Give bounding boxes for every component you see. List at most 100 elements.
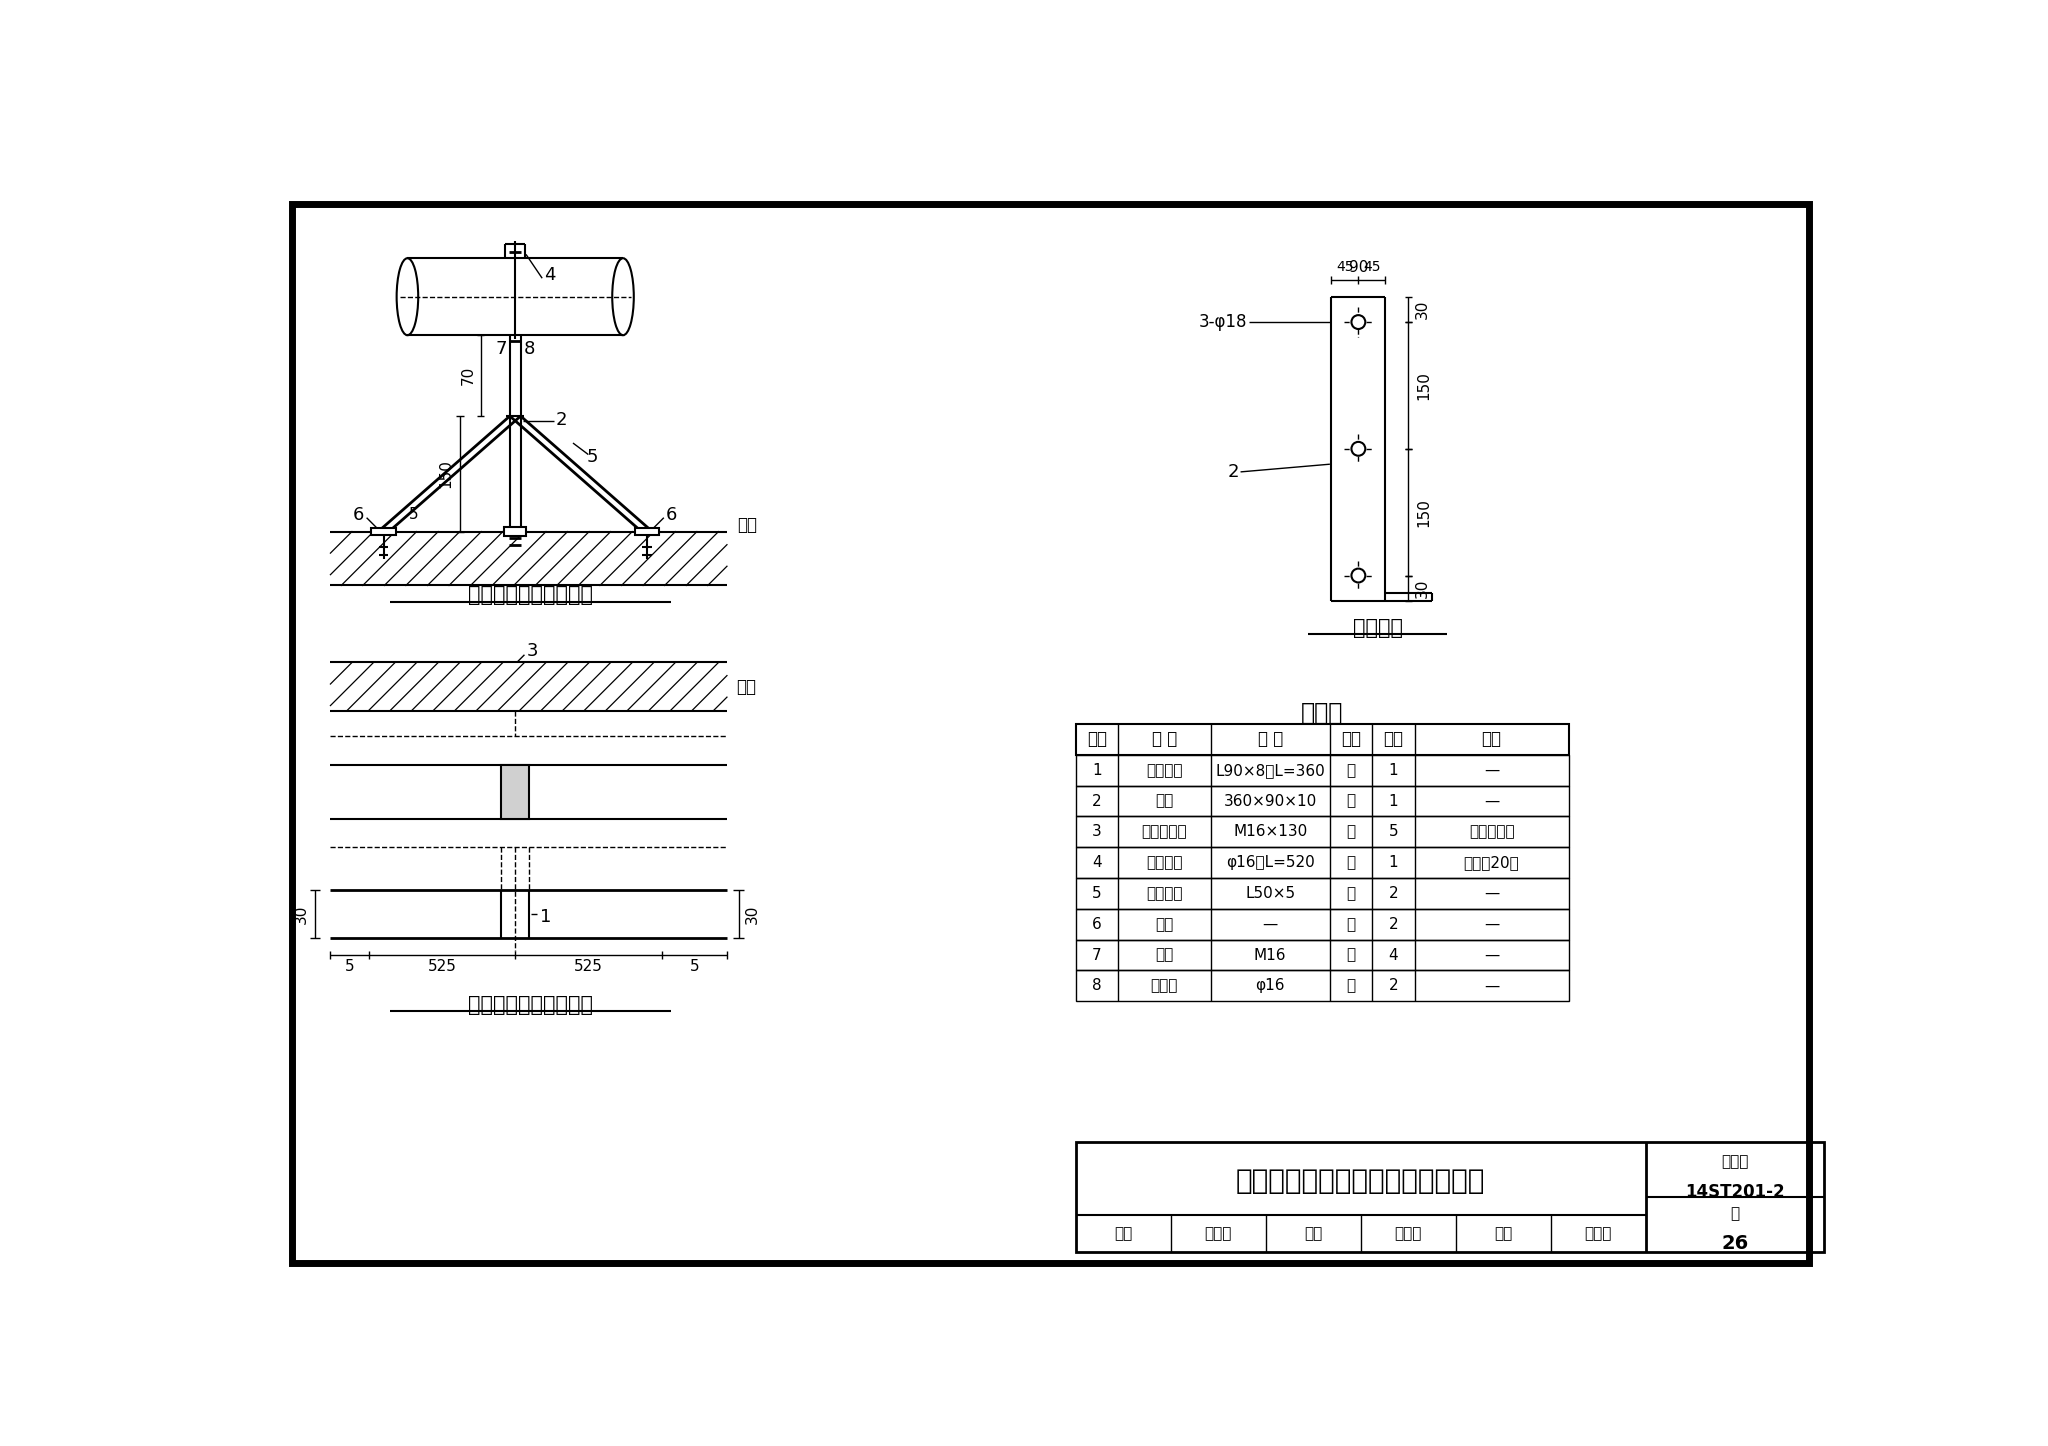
Text: 设计: 设计 bbox=[1493, 1226, 1511, 1241]
Text: —: — bbox=[1485, 763, 1499, 778]
Text: 赵际顺: 赵际顺 bbox=[1395, 1226, 1421, 1241]
Text: 2: 2 bbox=[1389, 979, 1399, 993]
Text: 2: 2 bbox=[1092, 794, 1102, 808]
Text: 8: 8 bbox=[524, 340, 535, 359]
Text: 360×90×10: 360×90×10 bbox=[1223, 794, 1317, 808]
Text: —: — bbox=[1485, 917, 1499, 931]
Text: 4: 4 bbox=[545, 266, 555, 285]
Text: 5: 5 bbox=[586, 448, 598, 466]
Circle shape bbox=[1352, 568, 1366, 583]
Text: 备注: 备注 bbox=[1481, 730, 1501, 749]
Text: 件: 件 bbox=[1346, 886, 1356, 901]
Text: 页: 页 bbox=[1731, 1206, 1739, 1222]
Text: 6: 6 bbox=[1092, 917, 1102, 931]
Text: 块: 块 bbox=[1346, 794, 1356, 808]
Text: 张先群: 张先群 bbox=[1204, 1226, 1233, 1241]
Text: 5: 5 bbox=[690, 959, 698, 975]
Text: 150: 150 bbox=[1417, 497, 1432, 526]
Text: 2: 2 bbox=[1389, 886, 1399, 901]
Text: L90×8，L=360: L90×8，L=360 bbox=[1214, 763, 1325, 778]
Text: 2: 2 bbox=[1227, 463, 1239, 482]
Text: 45: 45 bbox=[1364, 260, 1380, 275]
Text: 26: 26 bbox=[1720, 1233, 1749, 1252]
Text: 块: 块 bbox=[1346, 917, 1356, 931]
Text: 螺母: 螺母 bbox=[1155, 947, 1174, 963]
Text: 45: 45 bbox=[1335, 260, 1354, 275]
Text: 区间消防管道加强型接地支架安装: 区间消防管道加强型接地支架安装 bbox=[1237, 1167, 1485, 1194]
Text: 5: 5 bbox=[344, 959, 354, 975]
Text: 平垫片: 平垫片 bbox=[1151, 979, 1178, 993]
Text: 材料表: 材料表 bbox=[1300, 700, 1343, 724]
Text: 150: 150 bbox=[438, 460, 453, 489]
Text: 圈锂管卡: 圈锂管卡 bbox=[1147, 855, 1182, 870]
Text: 锂板详图: 锂板详图 bbox=[1352, 617, 1403, 638]
Text: 1: 1 bbox=[1092, 763, 1102, 778]
Text: 525: 525 bbox=[428, 959, 457, 975]
Text: 审核: 审核 bbox=[1114, 1226, 1133, 1241]
Bar bbox=[1075, 940, 1569, 970]
Text: 加强型接地支架立面图: 加强型接地支架立面图 bbox=[469, 586, 594, 606]
Text: —: — bbox=[1485, 886, 1499, 901]
Text: 地面: 地面 bbox=[737, 516, 758, 535]
Text: 规 格: 规 格 bbox=[1257, 730, 1282, 749]
Bar bbox=[1075, 755, 1569, 785]
Text: 加强型接地支架平面图: 加强型接地支架平面图 bbox=[469, 995, 594, 1015]
Text: 14ST201-2: 14ST201-2 bbox=[1686, 1183, 1784, 1202]
Text: 2: 2 bbox=[555, 411, 567, 429]
Text: 墙面: 墙面 bbox=[735, 678, 756, 696]
Text: 数量: 数量 bbox=[1382, 730, 1403, 749]
Text: 30: 30 bbox=[745, 904, 760, 924]
Text: 锂板: 锂板 bbox=[1155, 794, 1174, 808]
Text: 4: 4 bbox=[1092, 855, 1102, 870]
Bar bbox=[1075, 724, 1569, 755]
Text: 7: 7 bbox=[1092, 947, 1102, 963]
Circle shape bbox=[1352, 442, 1366, 455]
Text: 热镀锌防腐: 热镀锌防腐 bbox=[1468, 824, 1513, 839]
Text: 3-φ18: 3-φ18 bbox=[1198, 314, 1247, 331]
Text: 核对: 核对 bbox=[1305, 1226, 1323, 1241]
Bar bbox=[1075, 910, 1569, 940]
Bar bbox=[1075, 970, 1569, 1001]
Text: 3: 3 bbox=[526, 642, 539, 659]
Text: —: — bbox=[1485, 794, 1499, 808]
Bar bbox=[371, 528, 395, 535]
Text: 个: 个 bbox=[1346, 979, 1356, 993]
Text: 5: 5 bbox=[1092, 886, 1102, 901]
Text: 30: 30 bbox=[293, 904, 309, 924]
Text: L50×5: L50×5 bbox=[1245, 886, 1294, 901]
Text: 4: 4 bbox=[1389, 947, 1399, 963]
Text: 件: 件 bbox=[1346, 763, 1356, 778]
Text: 90: 90 bbox=[1350, 260, 1368, 275]
Text: 名 称: 名 称 bbox=[1151, 730, 1178, 749]
Bar bbox=[1075, 1142, 1825, 1252]
Text: 张远青: 张远青 bbox=[1585, 1226, 1612, 1241]
Text: 5: 5 bbox=[1389, 824, 1399, 839]
Text: 单位: 单位 bbox=[1341, 730, 1362, 749]
Text: φ16，L=520: φ16，L=520 bbox=[1227, 855, 1315, 870]
Text: 详见第20页: 详见第20页 bbox=[1464, 855, 1520, 870]
Text: 1: 1 bbox=[1389, 763, 1399, 778]
Text: 件: 件 bbox=[1346, 855, 1356, 870]
Bar bbox=[1075, 878, 1569, 910]
Text: φ16: φ16 bbox=[1255, 979, 1284, 993]
Text: 编号: 编号 bbox=[1087, 730, 1108, 749]
Text: 150: 150 bbox=[1417, 372, 1432, 401]
Text: —: — bbox=[1485, 947, 1499, 963]
Bar bbox=[1075, 785, 1569, 817]
Text: 1: 1 bbox=[1389, 855, 1399, 870]
Text: 3: 3 bbox=[1092, 824, 1102, 839]
Text: 525: 525 bbox=[573, 959, 602, 975]
Text: 图集号: 图集号 bbox=[1720, 1154, 1749, 1168]
Text: 70: 70 bbox=[461, 366, 475, 385]
Text: 锂板: 锂板 bbox=[1155, 917, 1174, 931]
Bar bbox=[504, 526, 526, 536]
Text: 1: 1 bbox=[1389, 794, 1399, 808]
Text: 30: 30 bbox=[1415, 578, 1430, 597]
Text: 支撑角锂: 支撑角锂 bbox=[1147, 763, 1182, 778]
Text: 6: 6 bbox=[666, 506, 678, 523]
Text: 后扩底锶栓: 后扩底锶栓 bbox=[1141, 824, 1188, 839]
Text: 30: 30 bbox=[1415, 299, 1430, 320]
Text: 套: 套 bbox=[1346, 824, 1356, 839]
Text: M16×130: M16×130 bbox=[1233, 824, 1307, 839]
Text: 8: 8 bbox=[1092, 979, 1102, 993]
